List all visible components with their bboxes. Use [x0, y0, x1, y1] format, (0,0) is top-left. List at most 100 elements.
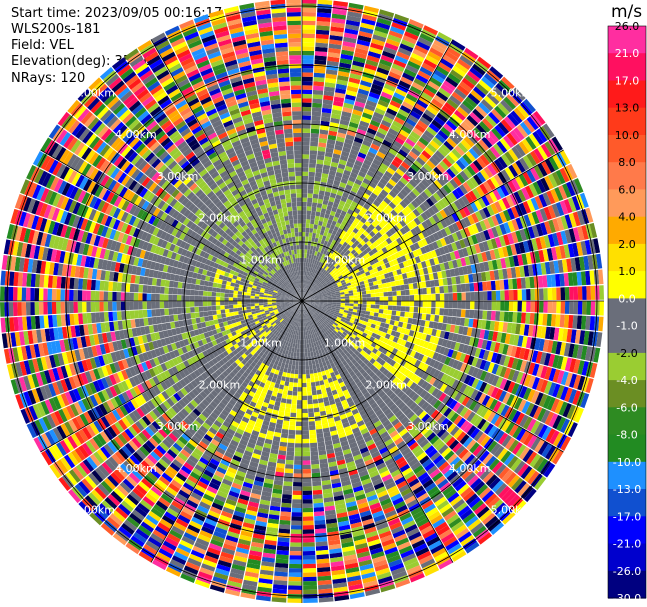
velocity-gate	[424, 482, 437, 493]
velocity-gate	[391, 566, 406, 576]
velocity-gate	[425, 365, 433, 374]
velocity-gate	[302, 469, 312, 474]
velocity-gate	[532, 363, 540, 377]
velocity-gate	[315, 363, 320, 369]
velocity-gate	[354, 538, 367, 546]
velocity-gate	[482, 350, 490, 361]
velocity-gate	[307, 399, 313, 405]
velocity-gate	[240, 592, 256, 600]
velocity-gate	[379, 580, 394, 589]
velocity-gate	[559, 342, 567, 356]
velocity-gate	[296, 322, 299, 327]
velocity-gate	[221, 313, 227, 319]
velocity-gate	[459, 352, 467, 363]
velocity-gate	[443, 536, 458, 548]
velocity-gate	[424, 348, 431, 357]
velocity-gate	[513, 460, 526, 474]
velocity-gate	[477, 418, 487, 430]
velocity-gate	[445, 539, 460, 551]
velocity-gate	[400, 311, 405, 317]
velocity-gate	[459, 317, 466, 326]
velocity-gate	[245, 473, 256, 481]
velocity-gate	[452, 359, 460, 369]
velocity-gate	[523, 432, 534, 446]
velocity-gate	[367, 424, 376, 432]
velocity-gate	[347, 344, 354, 350]
velocity-gate	[337, 347, 343, 354]
velocity-gate	[309, 304, 314, 307]
velocity-gate	[282, 424, 289, 430]
velocity-gate	[495, 353, 503, 365]
velocity-gate	[298, 305, 301, 310]
velocity-gate	[353, 431, 362, 438]
velocity-gate	[292, 321, 296, 326]
velocity-gate	[286, 346, 290, 352]
velocity-gate	[343, 425, 352, 433]
velocity-gate	[380, 450, 391, 459]
velocity-gate	[302, 352, 305, 358]
velocity-gate	[437, 322, 443, 331]
velocity-gate	[517, 463, 529, 477]
velocity-gate	[265, 535, 278, 542]
velocity-gate	[454, 480, 467, 492]
velocity-gate	[365, 490, 377, 498]
velocity-gate	[324, 440, 333, 446]
velocity-gate	[432, 454, 444, 465]
velocity-gate	[300, 331, 302, 336]
velocity-gate	[302, 365, 306, 371]
velocity-gate	[500, 332, 507, 344]
velocity-gate	[211, 301, 216, 306]
velocity-gate	[309, 369, 314, 374]
velocity-gate	[243, 579, 258, 587]
velocity-gate	[311, 309, 315, 314]
velocity-gate	[431, 387, 440, 397]
velocity-gate	[271, 597, 287, 603]
velocity-gate	[587, 331, 594, 346]
velocity-gate	[339, 309, 345, 312]
velocity-gate	[478, 301, 484, 310]
velocity-gate	[212, 576, 228, 585]
velocity-gate	[487, 496, 501, 509]
velocity-gate	[274, 383, 280, 389]
velocity-gate	[319, 410, 327, 416]
velocity-gate	[428, 321, 435, 329]
velocity-gate	[418, 361, 426, 370]
velocity-gate	[267, 518, 279, 525]
velocity-gate	[417, 492, 429, 503]
velocity-gate	[335, 401, 343, 408]
velocity-gate	[370, 323, 376, 329]
velocity-gate	[589, 316, 595, 331]
velocity-gate	[526, 451, 538, 465]
velocity-gate	[346, 315, 352, 320]
velocity-gate	[452, 402, 462, 412]
velocity-gate	[450, 389, 459, 400]
velocity-gate	[327, 535, 340, 542]
velocity-gate	[291, 404, 297, 409]
velocity-gate	[394, 476, 406, 486]
velocity-gate	[344, 496, 356, 504]
velocity-gate	[290, 351, 294, 357]
velocity-gate	[326, 391, 333, 397]
velocity-gate	[86, 312, 92, 324]
velocity-gate	[533, 406, 543, 420]
velocity-gate	[389, 430, 399, 439]
velocity-gate	[410, 481, 422, 492]
velocity-gate	[435, 308, 440, 315]
velocity-gate	[95, 312, 101, 323]
velocity-gate	[552, 449, 564, 465]
velocity-gate	[434, 475, 446, 486]
velocity-gate	[317, 445, 326, 452]
velocity-gate	[313, 372, 319, 378]
velocity-gate	[289, 563, 302, 569]
velocity-gate	[413, 351, 421, 360]
velocity-gate	[429, 367, 437, 376]
velocity-gate	[466, 425, 477, 437]
velocity-gate	[327, 305, 332, 308]
velocity-gate	[151, 285, 157, 294]
velocity-gate	[296, 404, 302, 409]
velocity-gate	[302, 408, 308, 414]
velocity-gate	[56, 276, 62, 289]
velocity-gate	[296, 317, 299, 323]
velocity-gate	[362, 518, 374, 526]
velocity-gate	[327, 316, 332, 320]
